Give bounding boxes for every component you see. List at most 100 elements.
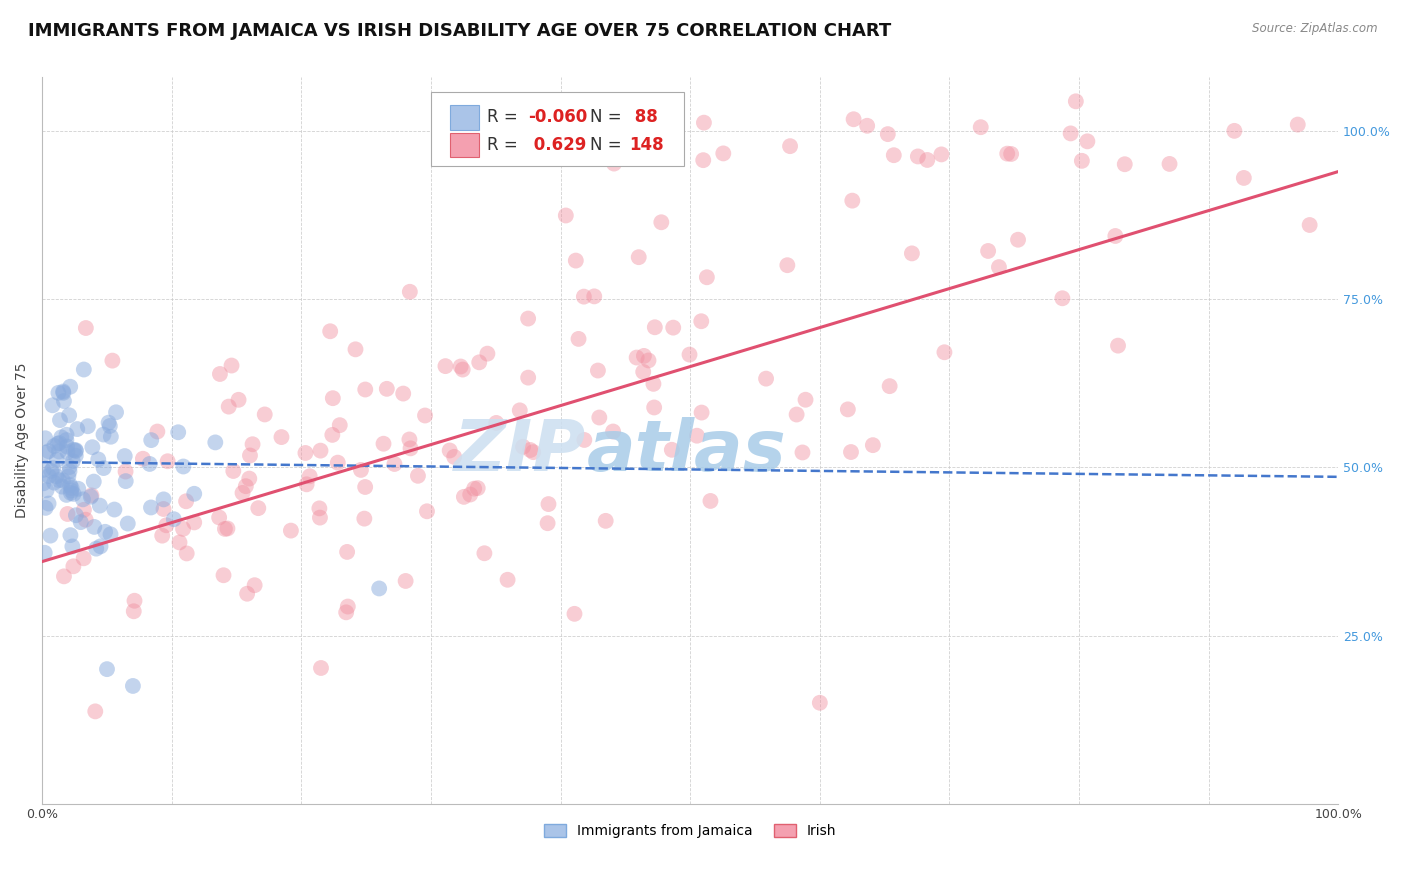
Point xyxy=(398,285,420,299)
Y-axis label: Disability Age Over 75: Disability Age Over 75 xyxy=(15,363,30,518)
Point xyxy=(124,593,146,607)
Point xyxy=(931,147,953,161)
Point xyxy=(794,392,817,407)
Point xyxy=(644,320,666,334)
Point xyxy=(631,365,654,379)
Point xyxy=(496,573,519,587)
Point xyxy=(58,409,80,423)
Point xyxy=(174,494,197,508)
Point xyxy=(101,353,124,368)
Point xyxy=(60,540,83,554)
Point xyxy=(572,290,595,304)
Point xyxy=(934,345,956,359)
Point xyxy=(512,440,534,454)
Point xyxy=(280,524,302,538)
Point xyxy=(52,569,75,583)
Text: atlas: atlas xyxy=(586,417,786,486)
Point xyxy=(231,486,253,500)
Point xyxy=(368,582,391,596)
Point xyxy=(51,430,73,444)
Point xyxy=(786,408,808,422)
Point xyxy=(879,379,901,393)
Point xyxy=(485,416,508,430)
Text: IMMIGRANTS FROM JAMAICA VS IRISH DISABILITY AGE OVER 75 CORRELATION CHART: IMMIGRANTS FROM JAMAICA VS IRISH DISABIL… xyxy=(28,22,891,40)
Point xyxy=(65,508,87,523)
Point xyxy=(567,332,589,346)
Point xyxy=(152,502,174,516)
Point xyxy=(394,574,416,588)
Point xyxy=(416,504,439,518)
Point xyxy=(34,431,56,445)
Point xyxy=(595,514,617,528)
Point xyxy=(139,500,162,515)
Point xyxy=(89,539,111,553)
Point xyxy=(322,391,344,405)
Point xyxy=(603,156,626,170)
FancyBboxPatch shape xyxy=(432,92,683,166)
Point xyxy=(45,452,67,467)
Point xyxy=(907,149,929,163)
Point xyxy=(686,428,709,442)
Point xyxy=(138,457,160,471)
Point xyxy=(519,442,541,457)
Point xyxy=(690,406,713,420)
Point xyxy=(41,398,63,412)
Point xyxy=(44,439,66,453)
Point xyxy=(696,270,718,285)
Point xyxy=(329,418,352,433)
Point xyxy=(247,501,270,516)
Point xyxy=(35,446,58,460)
Point xyxy=(398,433,420,447)
Point xyxy=(1070,153,1092,168)
Point xyxy=(122,604,145,618)
FancyBboxPatch shape xyxy=(450,133,479,157)
Point xyxy=(643,401,665,415)
Point xyxy=(55,488,77,502)
Point xyxy=(633,349,655,363)
Point xyxy=(122,679,145,693)
Point xyxy=(38,497,60,511)
Point xyxy=(627,250,650,264)
Point xyxy=(100,430,122,444)
Point xyxy=(62,454,84,468)
Point xyxy=(335,605,357,619)
Point xyxy=(522,445,544,459)
Point xyxy=(150,528,173,542)
Point xyxy=(1007,233,1029,247)
Point xyxy=(80,490,103,504)
Point xyxy=(298,469,321,483)
Point xyxy=(60,481,83,495)
Point xyxy=(574,433,596,447)
Point xyxy=(308,501,330,516)
Point xyxy=(146,425,169,439)
Point xyxy=(59,486,82,500)
Point xyxy=(839,445,862,459)
Text: Source: ZipAtlas.com: Source: ZipAtlas.com xyxy=(1253,22,1378,36)
Point xyxy=(62,559,84,574)
Point xyxy=(56,440,79,454)
Point xyxy=(152,492,174,507)
Point xyxy=(59,380,82,394)
Point xyxy=(97,416,120,430)
Point xyxy=(49,413,72,427)
Point xyxy=(917,153,939,167)
Point xyxy=(353,511,375,525)
Point xyxy=(808,696,831,710)
Point xyxy=(537,497,560,511)
Point xyxy=(94,524,117,539)
Point xyxy=(38,444,60,458)
Point xyxy=(87,452,110,467)
Point xyxy=(212,568,235,582)
Point xyxy=(172,459,194,474)
Point xyxy=(987,260,1010,274)
Point xyxy=(755,371,778,385)
Point xyxy=(228,392,250,407)
Point xyxy=(73,503,96,517)
Point xyxy=(155,518,177,533)
Point xyxy=(977,244,1000,258)
Text: ZIP: ZIP xyxy=(454,417,586,486)
Point xyxy=(55,433,77,447)
Point xyxy=(58,469,80,483)
Point xyxy=(51,480,73,494)
Point xyxy=(72,492,94,507)
